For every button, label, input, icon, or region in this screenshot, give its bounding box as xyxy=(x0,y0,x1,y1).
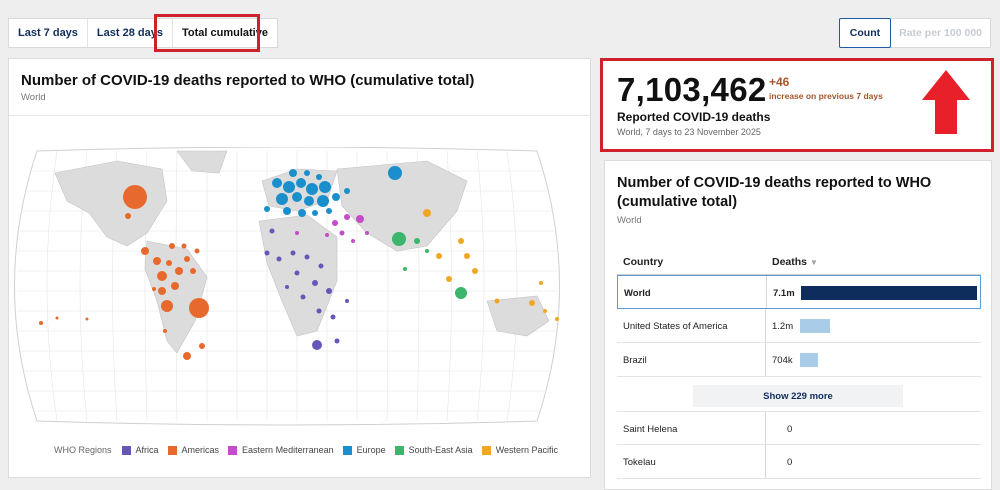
deaths-value: 7.1m xyxy=(773,288,795,299)
deaths-value: 0 xyxy=(787,424,793,435)
legend-swatch xyxy=(121,445,131,455)
country-name: Tokelau xyxy=(623,457,656,468)
total-deaths-value: 7,103,462 xyxy=(617,71,767,108)
column-divider xyxy=(766,276,767,308)
sort-desc-icon: ▼ xyxy=(810,258,818,267)
table-row[interactable]: Tokelau 0 xyxy=(617,445,981,479)
time-range-tabs: Last 7 days Last 28 days Total cumulativ… xyxy=(8,18,278,48)
up-arrow-icon xyxy=(922,70,970,134)
map-divider xyxy=(9,115,590,116)
column-divider xyxy=(765,309,766,342)
legend-item-americas[interactable]: Americas xyxy=(167,445,219,455)
legend-swatch xyxy=(394,445,404,455)
total-deaths-card: 7,103,462 +46 increase on previous 7 day… xyxy=(600,58,994,152)
bubbles-western-pacific xyxy=(423,209,559,321)
bubbles-south-east-asia xyxy=(392,232,467,299)
table-row[interactable]: Saint Helena 0 xyxy=(617,411,981,445)
bubbles-africa xyxy=(264,228,349,350)
measure-toggle: Count Rate per 100 000 xyxy=(838,18,991,48)
legend-item-south-east-asia[interactable]: South-East Asia xyxy=(394,445,473,455)
country-name: United States of America xyxy=(623,321,728,332)
legend-swatch xyxy=(481,445,491,455)
map-card: Number of COVID-19 deaths reported to WH… xyxy=(8,58,591,478)
country-name: Saint Helena xyxy=(623,424,678,435)
tab-last-7-days[interactable]: Last 7 days xyxy=(9,19,88,47)
legend-item-europe[interactable]: Europe xyxy=(342,445,386,455)
tab-total-cumulative[interactable]: Total cumulative xyxy=(181,27,268,39)
world-bubble-map[interactable] xyxy=(9,147,569,437)
country-name: World xyxy=(624,288,651,299)
highlight-box-tab xyxy=(154,14,260,52)
deaths-bar xyxy=(800,353,818,367)
total-deaths-label: Reported COVID-19 deaths xyxy=(617,110,771,124)
weekly-increase-value: +46 xyxy=(769,75,790,89)
column-country[interactable]: Country xyxy=(623,256,664,268)
bubbles-europe xyxy=(264,166,402,217)
weekly-increase-label: increase on previous 7 days xyxy=(769,91,883,101)
tab-last-28-days[interactable]: Last 28 days xyxy=(88,19,173,47)
table-row[interactable]: Brazil 704k xyxy=(617,343,981,377)
legend-swatch xyxy=(228,445,238,455)
column-divider xyxy=(765,412,766,444)
legend-swatch xyxy=(167,445,177,455)
table-row[interactable]: United States of America 1.2m xyxy=(617,309,981,343)
table-header: Country Deaths ▼ xyxy=(617,249,981,275)
deaths-bar xyxy=(801,286,977,300)
map-title: Number of COVID-19 deaths reported to WH… xyxy=(21,72,475,89)
legend-label: WHO Regions xyxy=(54,445,112,455)
table-subtitle: World xyxy=(617,215,642,226)
legend-swatch xyxy=(342,445,352,455)
column-deaths[interactable]: Deaths ▼ xyxy=(772,256,818,268)
deaths-value: 1.2m xyxy=(772,321,794,332)
count-button[interactable]: Count xyxy=(838,18,892,48)
bubbles-eastern-mediterranean xyxy=(295,214,369,243)
legend-item-western-pacific[interactable]: Western Pacific xyxy=(481,445,558,455)
map-legend: WHO Regions Africa Americas Eastern Medi… xyxy=(54,445,567,455)
legend-item-africa[interactable]: Africa xyxy=(121,445,159,455)
deaths-value: 704k xyxy=(772,355,793,366)
deaths-bar xyxy=(800,319,830,333)
bubbles-americas xyxy=(39,185,209,360)
table-row[interactable]: World 7.1m xyxy=(617,275,981,309)
column-divider xyxy=(765,445,766,478)
map-subtitle: World xyxy=(21,92,46,103)
column-divider xyxy=(765,343,766,376)
show-more-button[interactable]: Show 229 more xyxy=(693,385,903,407)
total-deaths-period: World, 7 days to 23 November 2025 xyxy=(617,127,761,137)
rate-button[interactable]: Rate per 100 000 xyxy=(899,27,982,39)
deaths-table-card: Number of COVID-19 deaths reported to WH… xyxy=(604,160,992,490)
legend-item-eastern-mediterranean[interactable]: Eastern Mediterranean xyxy=(228,445,334,455)
country-name: Brazil xyxy=(623,355,647,366)
deaths-value: 0 xyxy=(787,457,793,468)
table-title: Number of COVID-19 deaths reported to WH… xyxy=(617,175,932,210)
